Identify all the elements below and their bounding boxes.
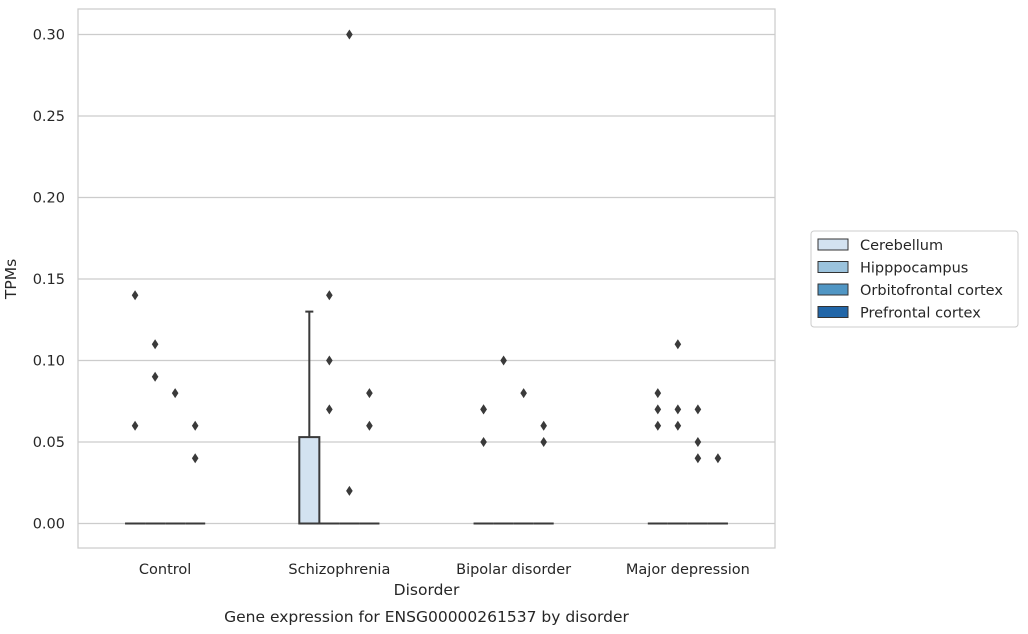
- chart-caption: Gene expression for ENSG00000261537 by d…: [224, 608, 629, 626]
- legend-frame: [810, 230, 1019, 328]
- y-tick-label: 0.20: [33, 191, 65, 207]
- outlier-point: [171, 388, 179, 399]
- x-tick-label: Major depression: [626, 562, 750, 578]
- y-tick-label: 0.25: [33, 109, 65, 125]
- outlier-point: [326, 290, 333, 301]
- outlier-point: [191, 453, 199, 464]
- outlier-point: [191, 420, 199, 431]
- x-axis-title: Disorder: [394, 581, 460, 599]
- y-tick-label: 0.10: [33, 354, 65, 370]
- outlier-point: [694, 453, 702, 464]
- legend-label: Orbitofrontal cortex: [860, 283, 1003, 299]
- x-tick-label: Bipolar disorder: [456, 562, 571, 578]
- outlier-point: [674, 339, 682, 350]
- outlier-point: [714, 453, 722, 464]
- outlier-point: [654, 388, 662, 399]
- outlier-point: [151, 339, 159, 350]
- box: [298, 436, 321, 525]
- legend: Cerebellum Hipppocampus Orbitofrontal cort…: [810, 230, 1019, 328]
- outlier-point: [480, 437, 487, 447]
- plot-area-frame: [77, 8, 776, 549]
- y-tick-label: 0.05: [33, 435, 65, 451]
- outlier-point: [520, 388, 527, 399]
- legend-label: Cerebellum: [860, 238, 943, 254]
- outlier-point: [694, 404, 702, 415]
- tick-labels-layer: 0.00 0.05 0.10 0.15 0.20 0.25 0.30 Control Schiz…: [33, 28, 750, 579]
- outlier-point: [540, 420, 547, 431]
- x-tick-label: Schizophrenia: [288, 562, 390, 578]
- outlier-point: [500, 355, 507, 366]
- legend-swatch: [817, 306, 849, 318]
- outlier-point: [131, 420, 139, 431]
- outlier-point: [480, 404, 487, 415]
- legend-label: Hipppocampus: [860, 261, 968, 277]
- y-axis-title: TPMs: [2, 259, 20, 300]
- outlier-point: [674, 404, 682, 415]
- legend-swatch: [817, 283, 849, 296]
- y-tick-label: 0.15: [33, 272, 65, 288]
- y-tick-label: 0.00: [33, 517, 65, 533]
- outlier-point: [326, 404, 333, 415]
- outlier-point: [366, 420, 373, 431]
- outlier-point: [346, 485, 353, 496]
- legend-swatch: [817, 261, 849, 273]
- y-tick-label: 0.30: [33, 28, 65, 44]
- outlier-point: [674, 420, 682, 431]
- legend-swatch: [817, 238, 849, 251]
- outlier-point: [131, 290, 139, 301]
- outlier-point: [326, 355, 333, 366]
- outlier-point: [540, 437, 547, 447]
- marks-layer: [125, 29, 728, 525]
- outlier-point: [346, 29, 353, 40]
- outlier-point: [694, 437, 702, 447]
- outlier-point: [654, 404, 662, 415]
- outlier-point: [654, 420, 662, 431]
- outlier-point: [366, 388, 373, 399]
- x-tick-label: Control: [139, 562, 191, 578]
- outlier-point: [151, 371, 159, 382]
- legend-label: Prefrontal cortex: [860, 306, 981, 322]
